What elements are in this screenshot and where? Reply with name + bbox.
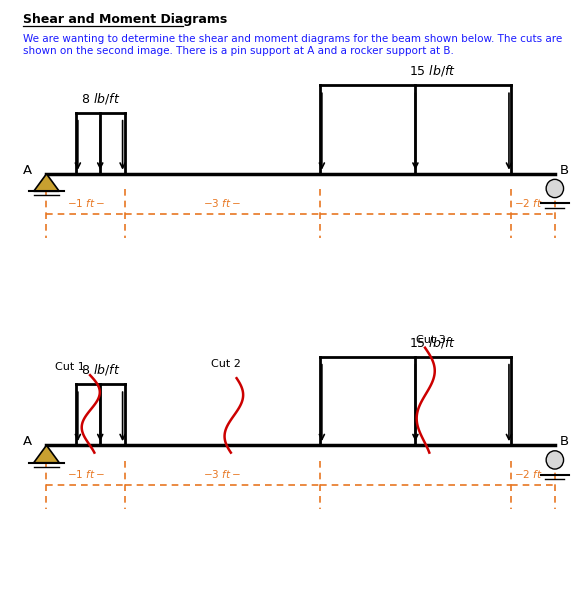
- Text: A: A: [23, 435, 32, 448]
- Text: Cut 1: Cut 1: [55, 362, 85, 372]
- Text: A: A: [23, 163, 32, 177]
- Text: $-1\ \mathit{ft}-$: $-1\ \mathit{ft}-$: [67, 196, 105, 209]
- Circle shape: [546, 179, 564, 198]
- Polygon shape: [34, 445, 59, 463]
- Text: $-2\ \mathit{ft}-$: $-2\ \mathit{ft}-$: [514, 196, 552, 209]
- Text: $8\ \mathit{lb/ft}$: $8\ \mathit{lb/ft}$: [81, 362, 120, 377]
- Text: $8\ \mathit{lb/ft}$: $8\ \mathit{lb/ft}$: [81, 90, 120, 106]
- Text: $15\ \mathit{lb/ft}$: $15\ \mathit{lb/ft}$: [409, 334, 457, 350]
- Text: $-3\ \mathit{ft}-$: $-3\ \mathit{ft}-$: [203, 196, 241, 209]
- Text: Cut 3: Cut 3: [416, 335, 446, 345]
- Text: Cut 2: Cut 2: [211, 359, 241, 369]
- Circle shape: [546, 451, 564, 469]
- Text: B: B: [560, 435, 569, 448]
- Text: $15\ \mathit{lb/ft}$: $15\ \mathit{lb/ft}$: [409, 63, 457, 78]
- Text: $-3\ \mathit{ft}-$: $-3\ \mathit{ft}-$: [203, 468, 241, 480]
- Text: $-1\ \mathit{ft}-$: $-1\ \mathit{ft}-$: [67, 468, 105, 480]
- Text: Shear and Moment Diagrams: Shear and Moment Diagrams: [23, 13, 228, 26]
- Text: B: B: [560, 163, 569, 177]
- Text: $-2\ \mathit{ft}-$: $-2\ \mathit{ft}-$: [514, 468, 552, 480]
- Text: We are wanting to determine the shear and moment diagrams for the beam shown bel: We are wanting to determine the shear an…: [23, 34, 562, 43]
- Text: shown on the second image. There is a pin support at A and a rocker support at B: shown on the second image. There is a pi…: [23, 46, 454, 56]
- Polygon shape: [34, 174, 59, 192]
